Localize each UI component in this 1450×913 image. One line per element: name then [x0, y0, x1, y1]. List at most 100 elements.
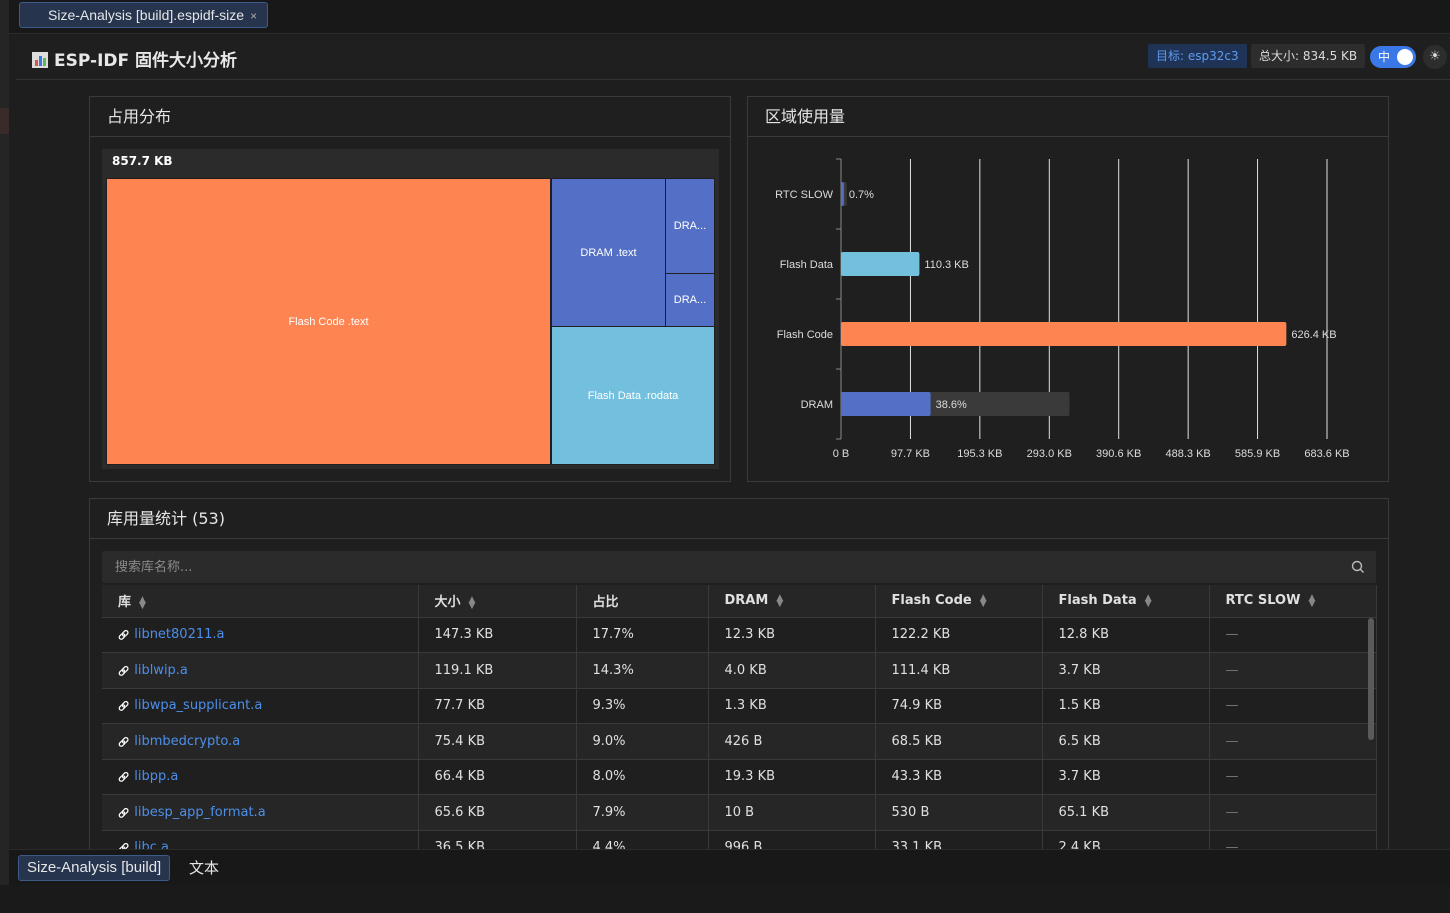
target-badge: 目标: esp32c3	[1148, 44, 1247, 68]
column-header[interactable]: RTC SLOW ▲ ▼	[1209, 585, 1377, 618]
y-category-label: Flash Code	[777, 329, 833, 341]
link-icon: 🔗	[118, 631, 130, 642]
column-header[interactable]: 大小 ▲ ▼	[418, 585, 577, 618]
link-icon: 🔗	[118, 702, 130, 713]
treemap-cell-label: DRA...	[673, 220, 707, 232]
language-toggle[interactable]: 中	[1370, 46, 1416, 68]
x-tick-label: 390.6 KB	[1096, 448, 1141, 460]
treemap-cell-dram-text[interactable]: DRAM .text	[551, 178, 666, 327]
treemap-cell-dram-b[interactable]: DRA...	[665, 273, 715, 327]
treemap-cell-label: DRA...	[673, 294, 707, 306]
x-tick-label: 97.7 KB	[891, 448, 930, 460]
y-category-label: RTC SLOW	[775, 189, 833, 201]
y-category-label: DRAM	[801, 399, 833, 411]
table-scrollbar[interactable]	[1368, 618, 1374, 740]
table-cell: 426 B	[708, 723, 876, 760]
cell-value: 6.5 KB	[1058, 733, 1101, 749]
total-size-badge: 总大小: 834.5 KB	[1251, 44, 1366, 68]
library-name-cell: 🔗 liblwip.a	[102, 652, 419, 689]
bar[interactable]	[841, 322, 1287, 346]
x-tick-label: 293.0 KB	[1027, 448, 1072, 460]
library-name-cell: 🔗 libpp.a	[102, 759, 419, 795]
cell-value: 43.3 KB	[891, 769, 943, 785]
column-header-label: DRAM	[724, 593, 769, 609]
sort-icon[interactable]: ▲ ▼	[139, 594, 146, 611]
column-header[interactable]: Flash Code ▲ ▼	[875, 585, 1043, 618]
column-header[interactable]: Flash Data ▲ ▼	[1042, 585, 1210, 618]
column-header-label: RTC SLOW	[1225, 593, 1301, 609]
cell-value: 530 B	[891, 804, 930, 820]
library-name: libesp_app_format.a	[134, 804, 266, 820]
data-label: 626.4 KB	[1291, 329, 1336, 341]
table-cell: 75.4 KB	[418, 723, 577, 760]
table-cell: 3.7 KB	[1042, 652, 1210, 689]
data-label: 110.3 KB	[924, 259, 968, 271]
sort-icon[interactable]: ▲ ▼	[468, 594, 476, 611]
table-cell: 8.0%	[576, 759, 709, 795]
table-row: 🔗 libmbedcrypto.a 75.4 KB 9.0% 426 B 68.5 KB 6…	[102, 723, 1377, 760]
column-header-label: 大小	[434, 595, 461, 611]
library-link[interactable]: 🔗 libpp.a	[118, 769, 178, 784]
library-link[interactable]: 🔗 libesp_app_format.a	[118, 805, 266, 820]
treemap-cell-flash-data[interactable]: Flash Data .rodata	[551, 326, 715, 465]
table-cell: 65.6 KB	[418, 794, 577, 831]
library-name: libpp.a	[134, 769, 179, 785]
cell-value: 111.4 KB	[891, 662, 951, 678]
cell-value: 7.9%	[592, 804, 626, 820]
table-cell: —	[1209, 652, 1377, 689]
column-header[interactable]: DRAM ▲ ▼	[708, 585, 876, 618]
cell-value: 17.7%	[592, 627, 634, 643]
library-link[interactable]: 🔗 libmbedcrypto.a	[118, 734, 240, 749]
region-usage-card: 区域使用量 0 B 97.7 KB 195.3 KB 293.0 KB 390.6 KB…	[747, 96, 1389, 482]
sun-icon: ☀	[1429, 49, 1441, 64]
sort-icon[interactable]: ▲ ▼	[1308, 592, 1316, 609]
library-name: liblwip.a	[134, 662, 188, 678]
library-link[interactable]: 🔗 liblwip.a	[118, 663, 188, 678]
column-header-label: 占比	[592, 595, 619, 611]
search-icon[interactable]	[1350, 559, 1366, 575]
theme-toggle-button[interactable]: ☀	[1423, 45, 1447, 69]
table-cell: 12.8 KB	[1042, 617, 1210, 653]
bar[interactable]	[841, 252, 920, 276]
bottom-tab-size-analysis[interactable]: Size-Analysis [build]	[18, 855, 171, 881]
cell-value: —	[1225, 627, 1239, 643]
region-usage-heading: 区域使用量	[748, 97, 1388, 137]
cell-value: 10 B	[724, 804, 755, 820]
cell-value: —	[1225, 769, 1239, 785]
page-title-text: ESP-IDF 固件大小分析	[54, 51, 238, 71]
column-header[interactable]: 占比	[576, 585, 709, 618]
x-tick-label: 585.9 KB	[1235, 448, 1280, 460]
treemap-cell-dram-a[interactable]: DRA...	[665, 178, 715, 274]
editor-tab[interactable]: Size-Analysis [build].espidf-size ×	[19, 2, 269, 28]
y-category-label: Flash Data	[780, 259, 834, 271]
bar[interactable]	[841, 182, 844, 206]
cell-value: 74.9 KB	[891, 698, 943, 714]
table-cell: —	[1209, 688, 1377, 724]
region-usage-chart: 0 B 97.7 KB 195.3 KB 293.0 KB 390.6 KB 488.3 …	[775, 158, 1350, 460]
sort-icon[interactable]: ▲ ▼	[1144, 592, 1152, 609]
column-header[interactable]: 库 ▲ ▼	[102, 585, 419, 618]
library-name-cell: 🔗 libesp_app_format.a	[102, 794, 419, 831]
cell-value: —	[1225, 804, 1239, 820]
bottom-tab-text[interactable]: 文本	[189, 859, 220, 877]
table-row: 🔗 libpp.a 66.4 KB 8.0% 19.3 KB 43.3 KB 3.7 KB —	[102, 759, 1377, 795]
editor-tab-bar: Size-Analysis [build].espidf-size ×	[9, 0, 1450, 34]
cell-value: 426 B	[724, 733, 763, 749]
table-cell: 9.3%	[576, 688, 709, 724]
cell-value: 9.3%	[592, 698, 626, 714]
library-table: 库 ▲ ▼ 大小 ▲ ▼ 占比 DRAM ▲ ▼ Flash Code ▲ ▼ Flash Data ▲ ▼ R…	[102, 585, 1377, 857]
treemap-cell-flash-code[interactable]: Flash Code .text	[106, 178, 551, 465]
sort-icon[interactable]: ▲ ▼	[776, 592, 784, 609]
cell-value: 75.4 KB	[434, 733, 486, 749]
bar[interactable]	[841, 392, 931, 416]
close-icon[interactable]: ×	[250, 9, 258, 23]
library-search-input[interactable]	[102, 551, 1376, 583]
table-cell: 68.5 KB	[875, 723, 1043, 760]
cell-value: 147.3 KB	[434, 627, 494, 643]
status-bar	[0, 885, 1450, 913]
cell-value: 19.3 KB	[724, 769, 776, 785]
library-link[interactable]: 🔗 libwpa_supplicant.a	[118, 698, 262, 713]
cell-value: 4.0 KB	[724, 662, 767, 678]
library-link[interactable]: 🔗 libnet80211.a	[118, 627, 224, 642]
sort-icon[interactable]: ▲ ▼	[979, 592, 987, 609]
